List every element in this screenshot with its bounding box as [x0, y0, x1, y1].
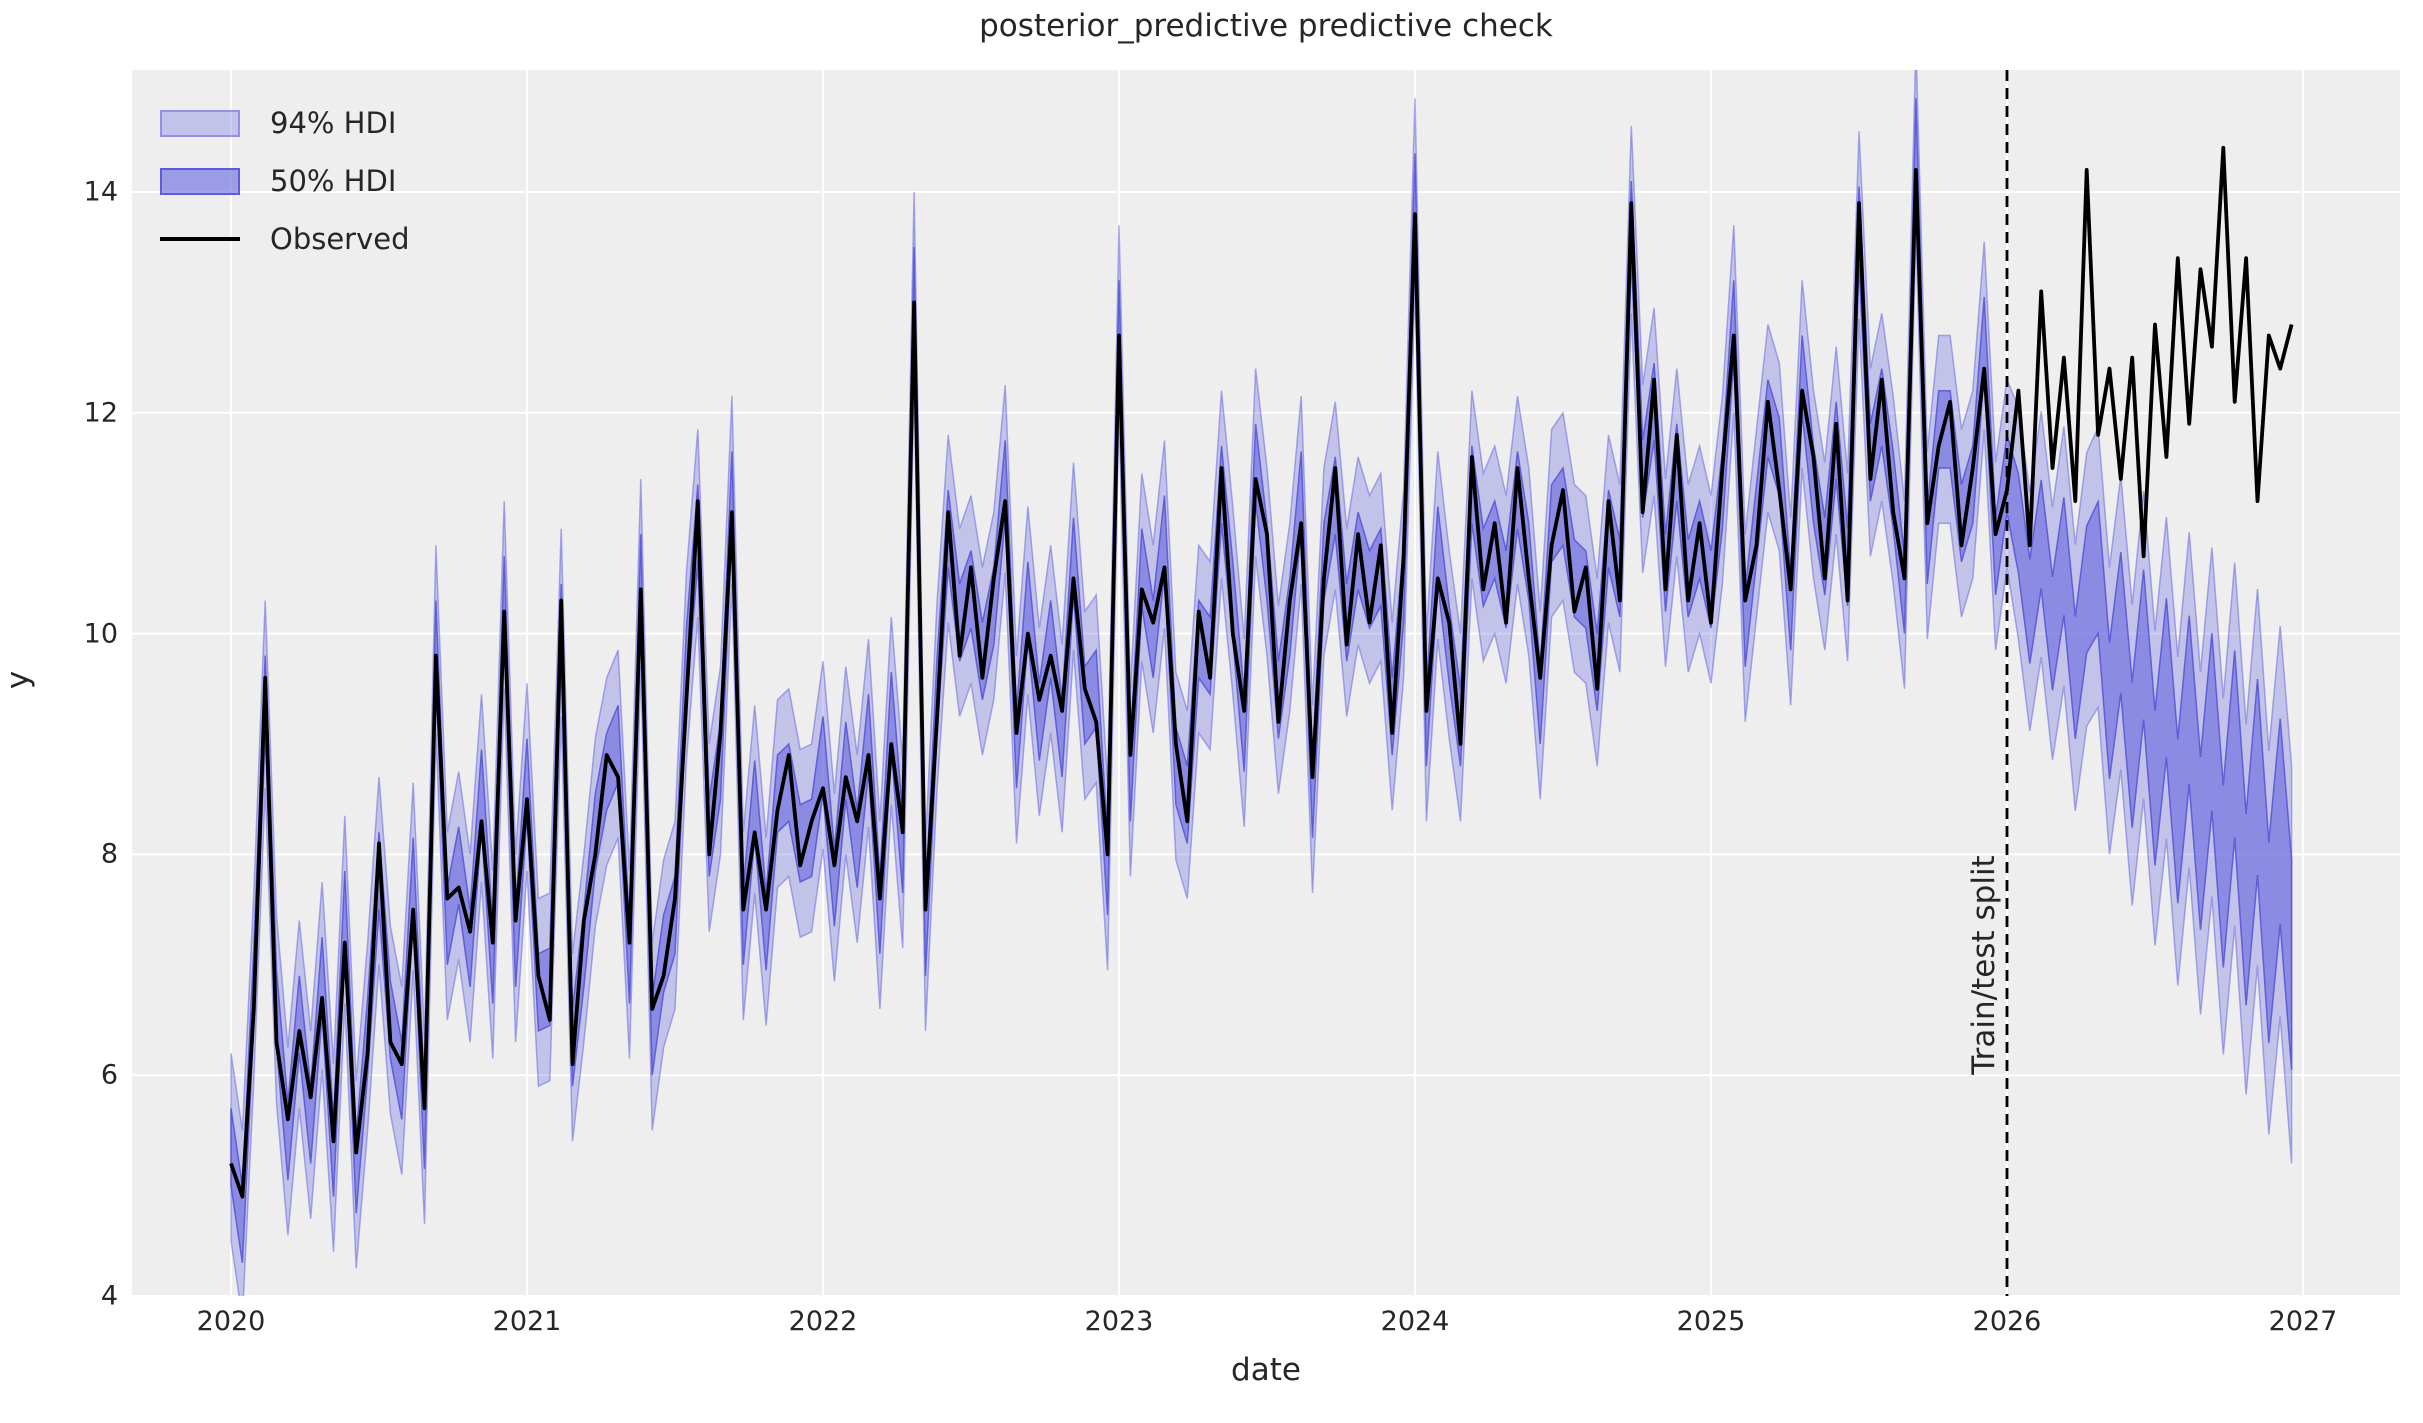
- legend-item-50-hdi: 50% HDI: [160, 152, 410, 210]
- x-tick-label-2027: 2027: [2268, 1306, 2338, 1337]
- x-tick-label-2021: 2021: [492, 1306, 562, 1337]
- legend-item-observed: Observed: [160, 210, 410, 268]
- hdi-94-band: [230, 70, 2293, 1296]
- x-tick-label-2026: 2026: [1972, 1306, 2042, 1337]
- chart-title: posterior_predictive predictive check: [979, 8, 1553, 44]
- observed-line: [229, 145, 2294, 1199]
- x-tick-label-2023: 2023: [1084, 1306, 1154, 1337]
- x-tick-label-2025: 2025: [1676, 1306, 1746, 1337]
- x-tick-label-2024: 2024: [1380, 1306, 1450, 1337]
- y-tick-label-4: 4: [100, 1280, 118, 1312]
- legend-label-observed: Observed: [270, 222, 410, 256]
- y-tick-label-8: 8: [100, 838, 118, 870]
- y-tick-label-10: 10: [83, 618, 118, 650]
- legend-item-94-hdi: 94% HDI: [160, 94, 410, 152]
- legend-label-94-hdi: 94% HDI: [270, 106, 397, 140]
- y-tick-label-12: 12: [83, 397, 118, 429]
- hdi-94-swatch: [160, 109, 240, 137]
- x-axis-label: date: [1231, 1352, 1301, 1388]
- observed-line-swatch: [160, 237, 240, 241]
- hdi-50-swatch: [160, 167, 240, 195]
- y-tick-label-14: 14: [83, 176, 118, 208]
- legend-label-50-hdi: 50% HDI: [270, 164, 397, 198]
- y-tick-label-6: 6: [100, 1059, 118, 1091]
- train-test-split-label: Train/test split: [1966, 855, 2002, 1075]
- y-axis-label: y: [0, 670, 36, 690]
- legend: 94% HDI 50% HDI Observed: [160, 94, 410, 268]
- x-tick-label-2020: 2020: [196, 1306, 266, 1337]
- x-tick-label-2022: 2022: [788, 1306, 858, 1337]
